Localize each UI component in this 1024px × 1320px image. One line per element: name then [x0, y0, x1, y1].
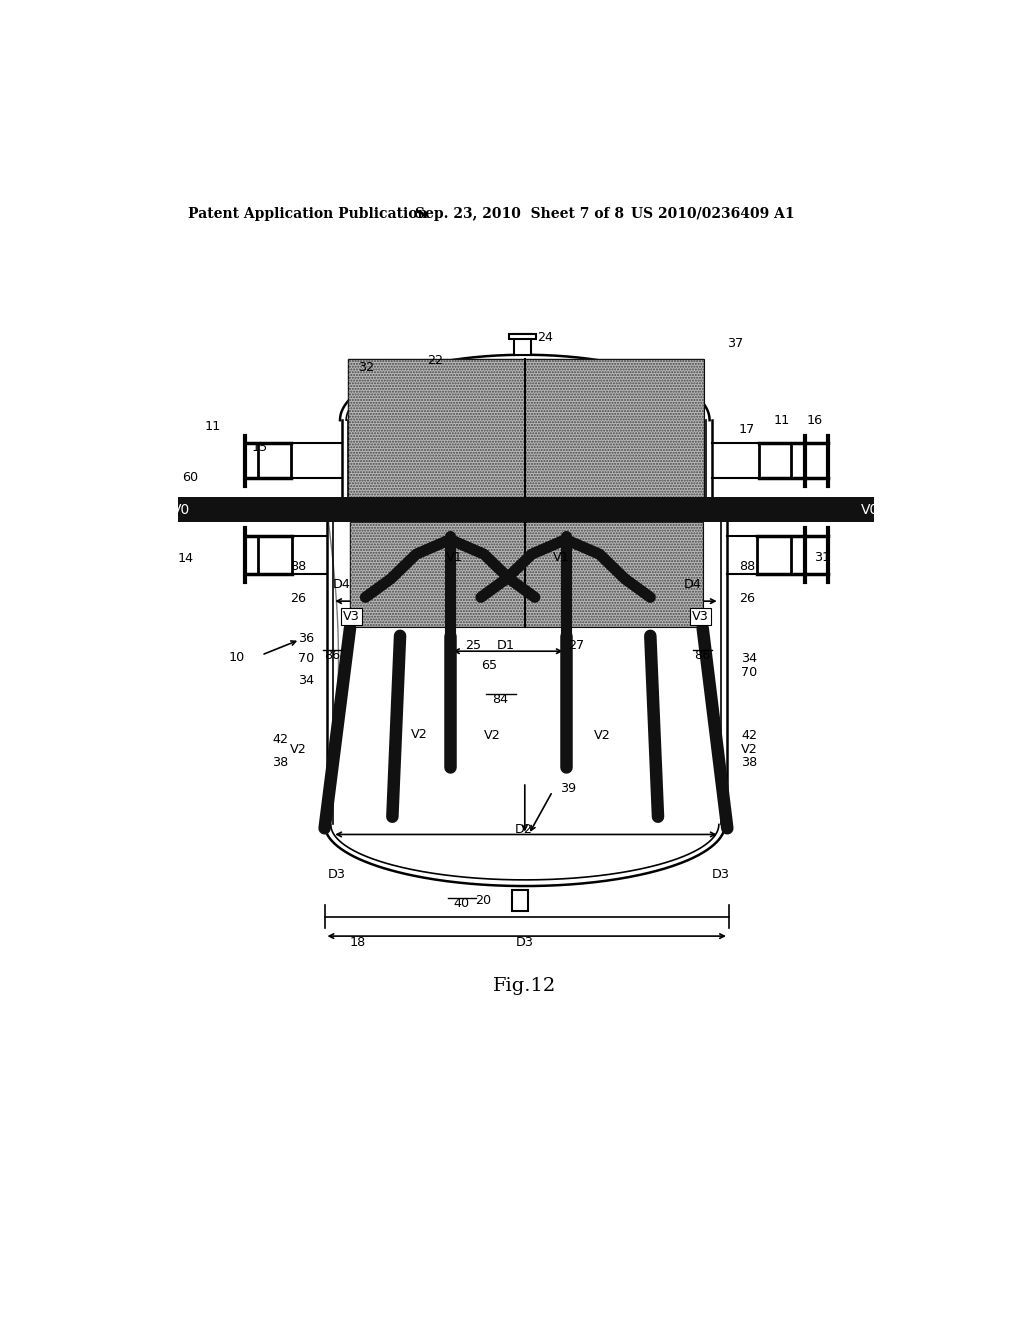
Text: 39: 39	[560, 781, 577, 795]
Text: 38: 38	[741, 756, 758, 770]
Text: 86: 86	[694, 648, 710, 661]
Text: D4: D4	[333, 578, 350, 591]
Text: 26: 26	[739, 593, 755, 606]
Text: 84: 84	[493, 693, 508, 706]
Text: D2: D2	[514, 824, 532, 837]
Text: 88: 88	[739, 560, 755, 573]
Text: 70: 70	[741, 667, 758, 680]
Text: V3: V3	[343, 610, 360, 623]
Text: V3: V3	[692, 610, 709, 623]
Text: 36: 36	[298, 631, 314, 644]
Text: 15: 15	[252, 441, 268, 454]
Bar	[178, 498, 873, 521]
Text: 18: 18	[349, 936, 366, 949]
Text: 11: 11	[205, 420, 221, 433]
Text: 27: 27	[568, 639, 584, 652]
Bar	[524, 521, 702, 627]
Text: Sep. 23, 2010  Sheet 7 of 8: Sep. 23, 2010 Sheet 7 of 8	[416, 207, 625, 220]
Text: 26: 26	[290, 593, 306, 606]
Bar	[509, 334, 536, 339]
Text: 20: 20	[475, 894, 492, 907]
Text: 42: 42	[272, 733, 289, 746]
Text: D4: D4	[684, 578, 701, 591]
Bar	[514, 334, 531, 355]
Text: 34: 34	[741, 652, 758, 665]
Text: 16: 16	[807, 413, 822, 426]
Text: D1: D1	[497, 639, 515, 652]
Text: 14: 14	[177, 552, 194, 565]
Text: 34: 34	[298, 675, 314, 686]
Text: Fig.12: Fig.12	[494, 977, 556, 995]
Text: 17: 17	[739, 422, 755, 436]
Text: 31: 31	[813, 550, 829, 564]
Text: V2: V2	[484, 730, 501, 742]
Text: US 2010/0236409 A1: US 2010/0236409 A1	[631, 207, 795, 220]
Text: D3: D3	[516, 936, 534, 949]
Text: 88: 88	[290, 560, 306, 573]
Bar	[350, 521, 524, 627]
Text: V2: V2	[411, 727, 428, 741]
Text: 22: 22	[427, 354, 442, 367]
Text: 10: 10	[228, 651, 245, 664]
Bar	[348, 359, 525, 508]
Text: D3: D3	[712, 869, 730, 880]
Text: V0: V0	[171, 503, 189, 516]
Bar	[524, 359, 705, 508]
Bar	[524, 521, 702, 627]
Text: 60: 60	[182, 471, 199, 484]
Text: 11: 11	[773, 413, 790, 426]
Text: 65: 65	[481, 659, 497, 672]
Text: V1: V1	[445, 550, 463, 564]
Text: D3: D3	[328, 869, 346, 880]
Text: 86: 86	[325, 648, 340, 661]
Text: V0: V0	[860, 503, 879, 516]
Text: V2: V2	[594, 730, 610, 742]
Bar	[348, 359, 525, 508]
Text: V2: V2	[741, 743, 758, 756]
Text: Patent Application Publication: Patent Application Publication	[188, 207, 428, 220]
Text: 42: 42	[741, 730, 757, 742]
Text: 40: 40	[454, 898, 470, 911]
Text: 25: 25	[465, 639, 481, 652]
Text: V2: V2	[290, 743, 307, 756]
Bar	[512, 890, 528, 911]
Text: 24: 24	[538, 331, 553, 345]
Bar	[524, 359, 705, 508]
Text: V1: V1	[553, 550, 570, 564]
Text: 70: 70	[298, 652, 314, 665]
Bar	[350, 521, 524, 627]
Text: 38: 38	[272, 756, 289, 770]
Text: 37: 37	[727, 337, 743, 350]
Text: 32: 32	[357, 362, 374, 375]
